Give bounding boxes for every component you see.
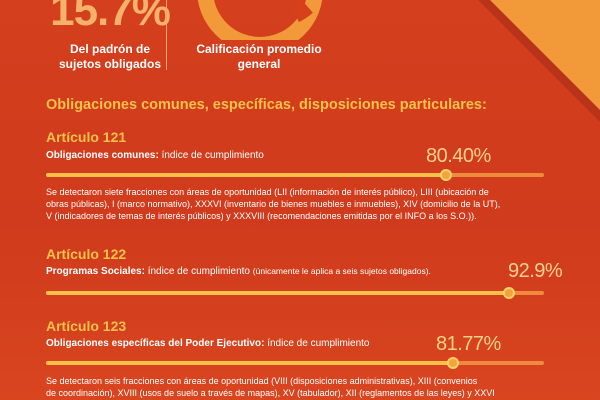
article-121-bar-fill	[46, 173, 447, 177]
article-122-bar-fill	[46, 291, 509, 295]
article-122-bar-marker	[502, 287, 515, 299]
average-score-caption-line1: Calificación promedio	[196, 42, 322, 56]
average-score-caption-line2: general	[237, 57, 281, 71]
page-fold-corner	[490, 0, 600, 110]
article-121-detail-line2: obras públicas), I (marco normativo), XX…	[46, 199, 501, 209]
article-123-label-bold: Obligaciones específicas del Poder Ejecu…	[46, 338, 265, 349]
article-123-value: 81.77%	[436, 333, 501, 355]
padron-caption-line2: sujetos obligados	[58, 57, 161, 71]
article-121-bar-marker	[440, 169, 453, 181]
article-123-label-rest: índice de cumplimiento	[264, 338, 370, 349]
article-122-value: 92.9%	[508, 260, 563, 282]
section-title: Obligaciones comunes, específicas, dispo…	[46, 97, 487, 113]
article-121-title: Artículo 121	[46, 129, 127, 145]
padron-caption-line1: Del padrón de	[69, 42, 150, 56]
average-score-caption: Calificación promedio general	[190, 42, 328, 72]
article-123-bar-marker	[447, 357, 460, 369]
article-122-label-rest: índice de cumplimiento	[144, 266, 253, 277]
article-122-label: Programas Sociales: índice de cumplimien…	[46, 266, 431, 277]
article-121-label-rest: índice de cumplimiento	[158, 150, 264, 161]
donut-arc-gap	[290, 0, 313, 23]
padron-percentage: 15.7%	[50, 0, 171, 35]
header-divider	[166, 0, 167, 70]
article-122-note: (únicamente le aplica a seis sujetos obl…	[252, 266, 431, 276]
article-122-title: Artículo 122	[46, 246, 127, 262]
article-121-detail: Se detectaron siete fracciones con áreas…	[46, 186, 556, 222]
average-score-donut	[197, 0, 323, 40]
article-123-detail-line1: Se detectaron seis fracciones con áreas …	[46, 376, 478, 386]
article-121-detail-line1: Se detectaron siete fracciones con áreas…	[46, 187, 489, 197]
article-121-label: Obligaciones comunes: índice de cumplimi…	[46, 150, 264, 161]
article-121-detail-line3: V (indicadores de temas de interés públi…	[46, 211, 477, 221]
article-123-detail: Se detectaron seis fracciones con áreas …	[46, 375, 556, 399]
article-123-detail-line2: de coordinación), XVIII (usos de suelo a…	[46, 388, 495, 398]
article-121-bar-track	[46, 169, 544, 181]
article-123-bar-fill	[46, 361, 454, 365]
article-123-label: Obligaciones específicas del Poder Ejecu…	[46, 338, 369, 349]
article-123-bar-track	[46, 357, 544, 369]
article-122-bar-track	[46, 287, 544, 299]
article-122-label-bold: Programas Sociales:	[46, 266, 145, 277]
article-121-label-bold: Obligaciones comunes:	[46, 150, 159, 161]
article-121-value: 80.40%	[426, 145, 491, 167]
article-123-title: Artículo 123	[46, 318, 127, 334]
padron-caption: Del padrón de sujetos obligados	[34, 42, 186, 72]
